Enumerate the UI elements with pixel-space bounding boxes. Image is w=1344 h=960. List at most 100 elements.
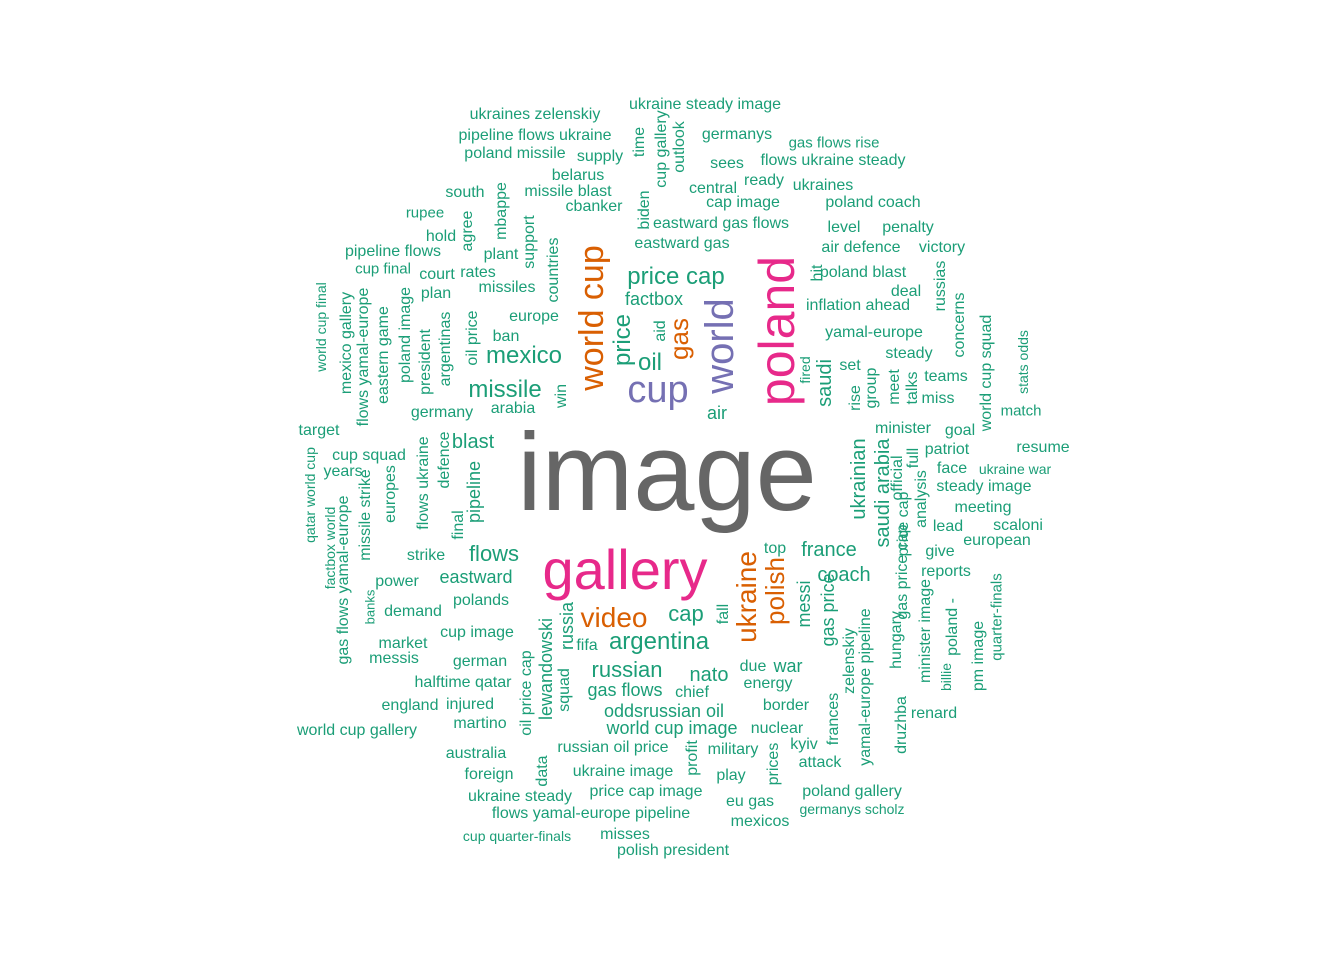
word-world-cup: world cup (573, 245, 611, 391)
word-cup-final: cup final (355, 260, 411, 278)
word-poland-missile: poland missile (464, 145, 566, 162)
word-supply: supply (576, 148, 624, 165)
word-video: video (580, 602, 648, 633)
word-minister-image: minister image (917, 578, 934, 684)
word-missile-strike: missile strike (357, 469, 374, 561)
word-world-cup-final: world cup final (313, 282, 329, 372)
word-argentinas: argentinas (437, 311, 454, 387)
word-rates: rates (460, 264, 496, 281)
word-belarus: belarus (551, 167, 605, 184)
word-patriot: patriot (924, 441, 970, 458)
word-power: power (375, 573, 419, 590)
word-inflation-ahead: inflation ahead (805, 297, 911, 314)
word-kyiv: kyiv (790, 736, 818, 753)
word-time: time (631, 126, 648, 158)
word-gas-flows: gas flows (587, 680, 663, 700)
word-mexico-gallery: mexico gallery (338, 291, 355, 395)
word-cup: cup (627, 369, 689, 411)
word-europes: europes (382, 465, 399, 523)
word-pipeline-flows: pipeline flows (344, 243, 442, 260)
word-hungary: hungary (888, 611, 905, 669)
word-russia: russia (557, 601, 577, 651)
word-ukraine: ukraine (731, 551, 762, 643)
word-victory: victory (918, 239, 966, 256)
word-final: final (450, 510, 467, 540)
word-oil: oil (637, 349, 663, 376)
word-years: years (323, 463, 363, 480)
word-flows-yamal-europe-pipeline: flows yamal-europe pipeline (491, 805, 691, 822)
word-quarter-finals: quarter-finals (988, 573, 1006, 661)
word-border: border (762, 697, 810, 714)
word-qatar-world-cup: qatar world cup (302, 447, 318, 543)
word-factbox: factbox (624, 289, 684, 309)
word-factbox-world: factbox world (322, 506, 338, 590)
word-outlook: outlook (671, 121, 688, 173)
word-prices: prices (765, 742, 782, 786)
word-court: court (419, 266, 455, 283)
word-world-cup-squad: world cup squad (978, 314, 995, 432)
word-flows-yamal-europe: flows yamal-europe (355, 287, 372, 427)
word-england: england (381, 697, 439, 714)
word-goal: goal (944, 422, 976, 439)
word-billie: billie (938, 662, 954, 692)
word-image: image (517, 411, 817, 534)
word-meeting: meeting (954, 499, 1012, 516)
word-saudi: saudi (814, 359, 836, 407)
word-cap: cap (668, 601, 704, 626)
word-steady: steady (885, 345, 933, 362)
word-germanys-scholz: germanys scholz (799, 801, 905, 817)
word-druzhba: druzhba (893, 696, 910, 754)
word-group: group (863, 367, 880, 409)
word-ukraine-steady: ukraine steady (467, 788, 573, 805)
word-france: france (801, 539, 857, 561)
word-demand: demand (384, 603, 442, 620)
word-south: south (445, 184, 485, 201)
word-rupee: rupee (405, 204, 445, 222)
word-meet: meet (886, 369, 903, 405)
word-cap-image: cap image (706, 194, 780, 211)
word-nuclear: nuclear (750, 720, 804, 737)
word-poland: poland - (944, 598, 961, 656)
word-missile: missile (468, 376, 542, 403)
word-banks: banks (362, 589, 378, 625)
word-sees: sees (710, 155, 744, 172)
word-defence: defence (436, 431, 453, 489)
word-messis: messis (369, 650, 419, 667)
word-polish-president: polish president (616, 842, 730, 859)
word-poland-image: poland image (397, 286, 414, 384)
word-coach: coach (817, 564, 871, 586)
word-president: president (417, 329, 434, 395)
word-russias: russias (932, 260, 949, 312)
word-world-cup-image: world cup image (606, 718, 738, 738)
word-hold: hold (425, 228, 457, 245)
word-eastern-game: eastern game (375, 306, 392, 404)
word-penalty: penalty (882, 219, 934, 236)
word-missile-blast: missile blast (524, 183, 612, 200)
word-ready: ready (743, 172, 785, 189)
word-flows-ukraine-steady: flows ukraine steady (760, 152, 906, 169)
word-fifa: fifa (576, 637, 598, 654)
word-blast: blast (451, 431, 495, 453)
word-cup-gallery: cup gallery (653, 110, 670, 188)
word-biden: biden (636, 190, 653, 230)
word-gas-flows-yamal-europe: gas flows yamal-europe (335, 495, 352, 665)
word-resume: resume (1016, 439, 1070, 456)
word-scaloni: scaloni (993, 517, 1043, 534)
word-poland-coach: poland coach (825, 194, 921, 211)
word-agree: agree (459, 210, 476, 252)
word-squad: squad (556, 668, 573, 712)
word-price-cap-image: price cap image (589, 783, 703, 800)
word-ukraine-war: ukraine war (978, 461, 1052, 477)
word-polish: polish (760, 557, 790, 625)
word-reports: reports (921, 563, 971, 580)
word-germany: germany (410, 404, 474, 421)
word-gallery: gallery (542, 538, 708, 601)
word-misses: misses (600, 826, 650, 843)
word-eu-gas: eu gas (725, 793, 775, 810)
word-ukrainian: ukrainian (848, 438, 870, 520)
word-mexico: mexico (485, 342, 563, 369)
word-russian-oil-price: russian oil price (557, 739, 669, 756)
word-pm-image: pm image (970, 620, 987, 692)
word-talks: talks (904, 371, 921, 405)
word-air-defence: air defence (821, 239, 901, 256)
